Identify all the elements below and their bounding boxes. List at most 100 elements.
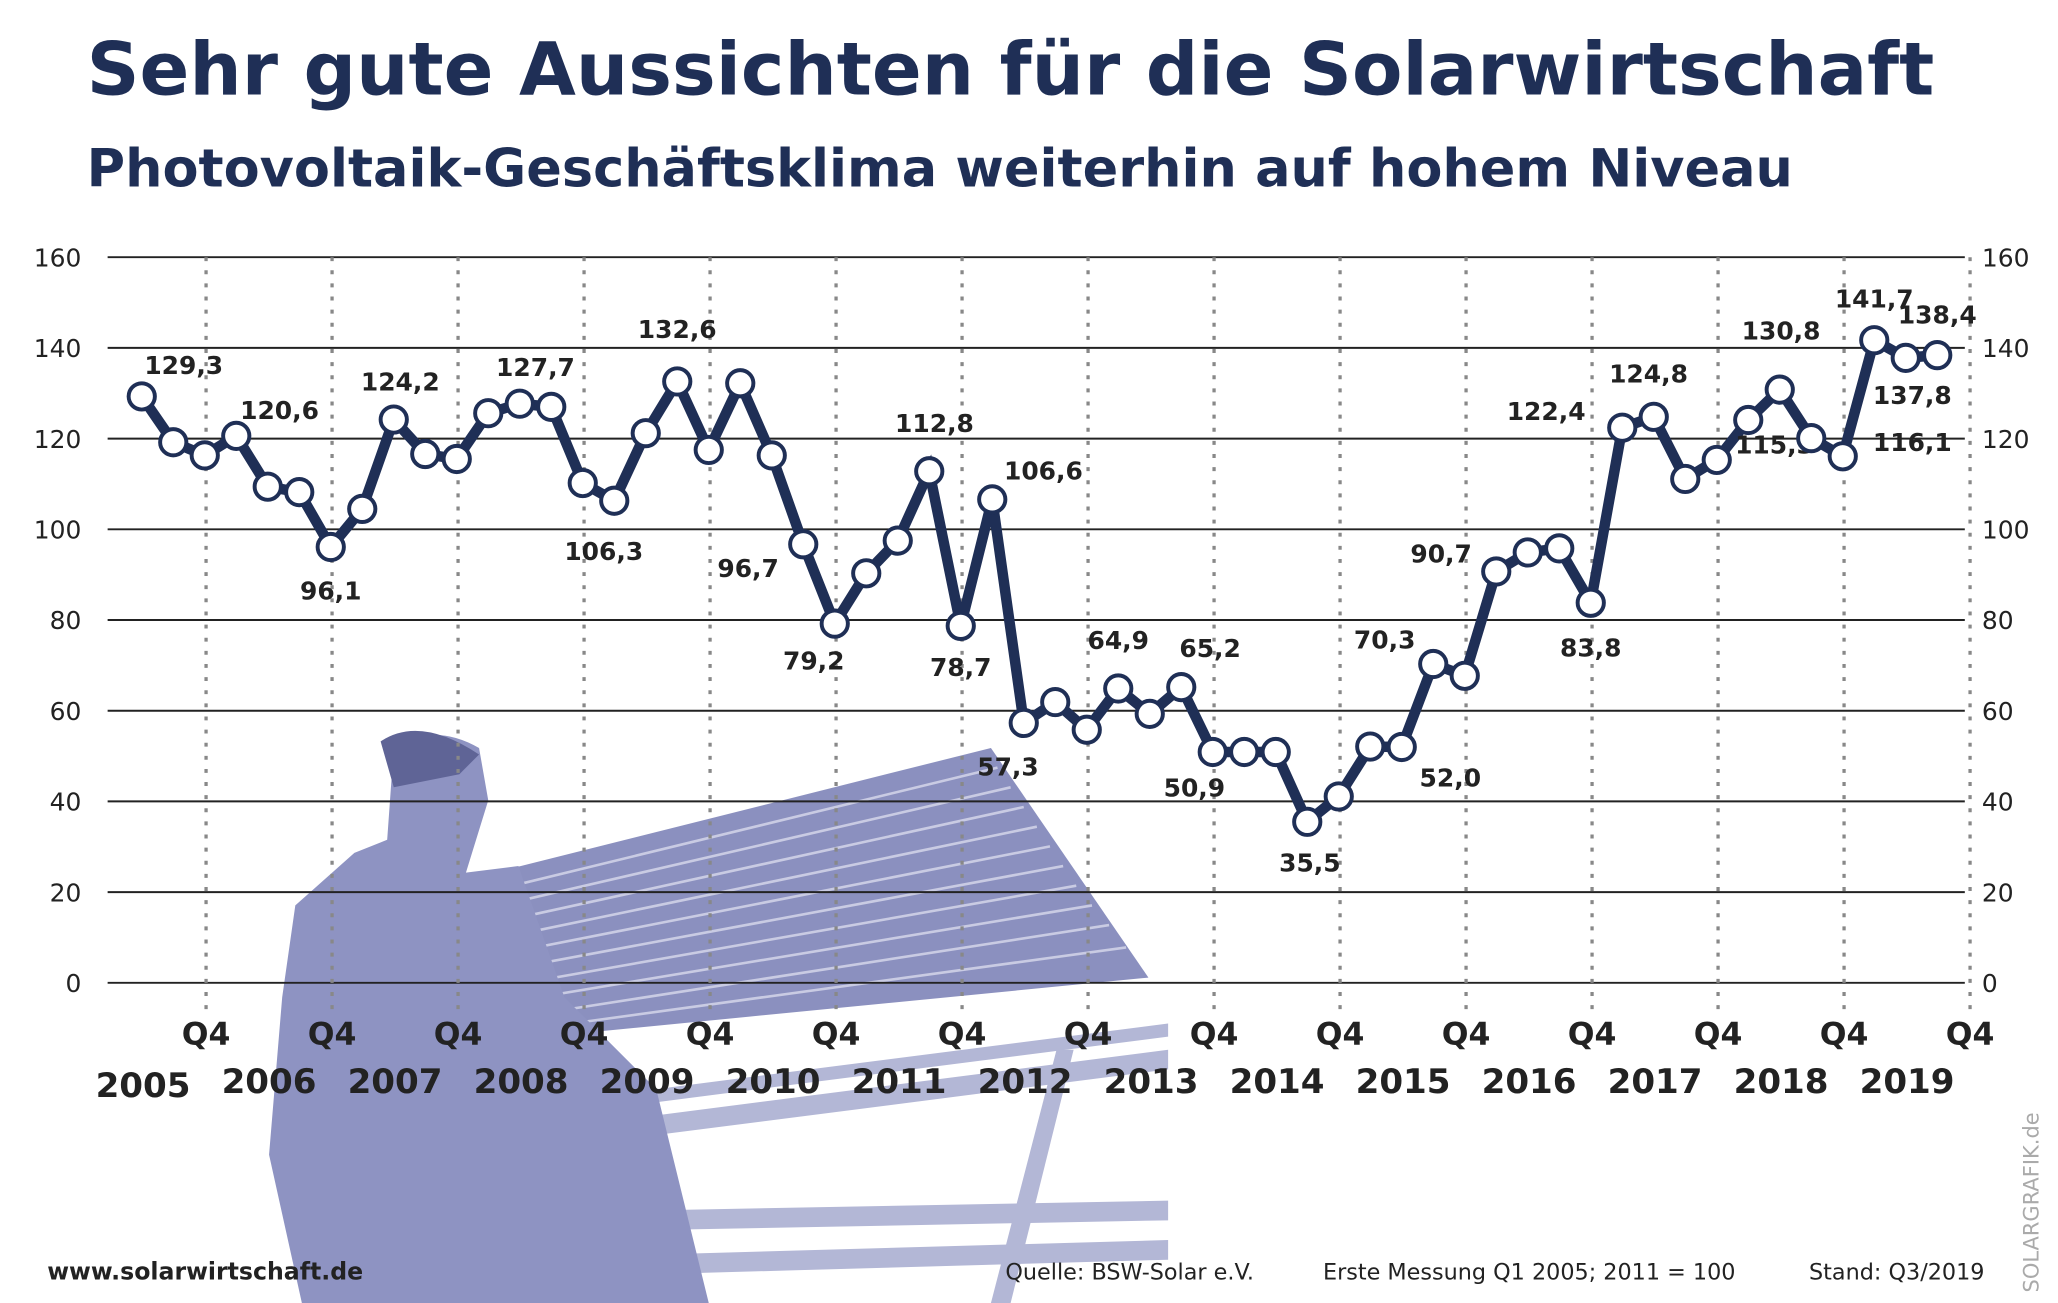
y-tick-label-right: 20 [1982, 878, 2014, 907]
data-label: 120,6 [240, 396, 319, 425]
data-point [378, 404, 409, 435]
data-point [914, 456, 945, 487]
data-point [1922, 340, 1953, 371]
data-point [473, 398, 504, 429]
x-tick-label: Q4 [560, 1017, 609, 1053]
y-tick-label: 60 [50, 697, 82, 726]
data-point [1607, 412, 1638, 443]
data-label: 78,7 [930, 653, 992, 682]
data-label: 50,9 [1164, 774, 1226, 803]
x-tick-label: Q4 [1820, 1017, 1869, 1053]
x-tick-label: Q4 [182, 1017, 231, 1053]
data-point [1386, 731, 1417, 763]
data-label: 57,3 [977, 752, 1039, 781]
year-label: 2018 [1734, 1062, 1829, 1102]
x-tick-label: Q4 [1190, 1017, 1239, 1053]
data-point [945, 610, 976, 641]
data-label: 79,2 [783, 647, 845, 676]
status: Stand: Q3/2019 [1809, 1259, 1984, 1285]
data-point [1355, 731, 1386, 762]
data-point [1512, 537, 1543, 568]
data-point [1733, 404, 1764, 436]
data-label: 35,5 [1279, 849, 1341, 878]
data-point [1449, 660, 1480, 691]
data-point [1481, 556, 1512, 587]
year-label: 2005 [96, 1066, 191, 1106]
source: Quelle: BSW-Solar e.V. [1005, 1259, 1254, 1285]
data-point [504, 388, 535, 419]
y-tick-label-right: 40 [1982, 788, 2014, 817]
data-label: 130,8 [1742, 317, 1821, 346]
data-label: 106,6 [1004, 457, 1083, 486]
year-label: 2006 [222, 1062, 317, 1102]
x-tick-label: Q4 [1568, 1017, 1617, 1053]
x-tick-label: Q4 [1946, 1017, 1995, 1053]
data-label: 52,0 [1420, 763, 1482, 792]
illustration [269, 730, 1169, 1303]
data-point [882, 525, 913, 556]
x-tick-label: Q4 [812, 1017, 861, 1053]
data-label: 132,6 [638, 315, 717, 344]
website: www.solarwirtschaft.de [47, 1257, 363, 1285]
data-label: 96,1 [300, 576, 362, 605]
year-label: 2007 [348, 1062, 443, 1102]
data-label: 70,3 [1354, 625, 1416, 654]
data-point [819, 608, 850, 639]
data-point [1575, 587, 1606, 618]
data-point [630, 418, 661, 449]
data-point [347, 493, 378, 524]
data-point [221, 420, 252, 451]
y-tick-label: 120 [34, 425, 82, 454]
data-point [410, 438, 441, 470]
data-label: 127,7 [496, 353, 575, 382]
data-label: 124,2 [361, 368, 440, 397]
data-point [315, 531, 346, 563]
data-label: 96,7 [717, 554, 779, 583]
data-point [788, 529, 819, 560]
data-point [977, 484, 1008, 515]
year-label: 2017 [1608, 1062, 1703, 1102]
data-label: 129,3 [144, 351, 223, 380]
data-point [126, 381, 157, 412]
y-tick-label-right: 0 [1982, 969, 1998, 998]
data-label: 106,3 [564, 537, 643, 566]
data-label: 116,1 [1873, 428, 1952, 457]
data-label: 138,4 [1898, 301, 1977, 330]
data-point [1166, 672, 1197, 703]
data-point [1260, 736, 1291, 768]
year-label: 2008 [474, 1062, 569, 1102]
data-point [1197, 736, 1228, 768]
data-point [567, 467, 598, 499]
data-point [725, 368, 756, 399]
y-tick-label: 20 [50, 878, 82, 907]
x-tick-label: Q4 [1694, 1017, 1743, 1053]
data-point [1827, 441, 1858, 472]
data-label: 90,7 [1410, 539, 1472, 568]
data-point [189, 440, 220, 471]
y-tick-label: 80 [50, 606, 82, 635]
data-point [1670, 463, 1701, 495]
y-tick-label: 0 [66, 969, 82, 998]
data-label: 122,4 [1507, 397, 1586, 426]
x-tick-label: Q4 [308, 1017, 357, 1053]
data-point [662, 366, 693, 397]
data-point [1071, 714, 1102, 745]
y-tick-label-right: 60 [1982, 697, 2014, 726]
data-label: 65,2 [1179, 634, 1241, 663]
chart-subtitle: Photovoltaik-Geschäftsklima weiterhin au… [87, 138, 1793, 199]
data-point [1418, 648, 1449, 680]
year-label: 2015 [1356, 1062, 1451, 1102]
y-tick-label: 160 [34, 243, 82, 272]
data-point [1134, 698, 1165, 729]
data-point [1859, 325, 1890, 356]
data-point [284, 477, 315, 508]
x-tick-label: Q4 [938, 1017, 987, 1053]
x-tick-label: Q4 [686, 1017, 735, 1053]
data-point [756, 440, 787, 471]
data-point [1796, 423, 1827, 454]
data-point [599, 485, 630, 516]
y-tick-label-right: 140 [1982, 334, 2030, 363]
chart-title: Sehr gute Aussichten für die Solarwirtsc… [87, 27, 1935, 112]
y-tick-label: 140 [34, 334, 82, 363]
